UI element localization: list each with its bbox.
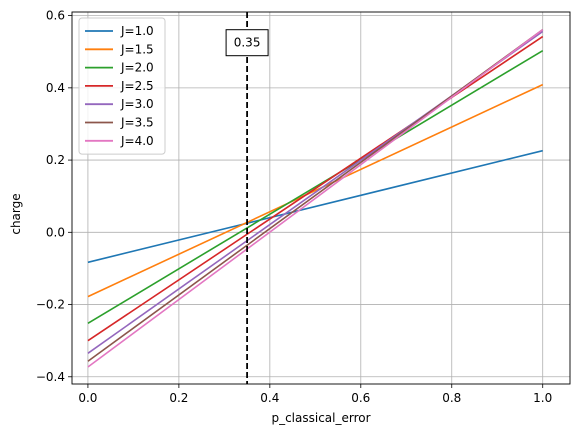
series-line-3	[87, 49, 544, 325]
x-tick-label: 0.2	[169, 391, 188, 405]
y-tick-label: 0.4	[46, 81, 65, 95]
legend-label: J=1.0	[120, 24, 154, 38]
y-axis-ticks: −0.4 −0.2 0.0 0.2 0.4 0.6	[36, 9, 72, 384]
x-axis-label: p_classical_error	[271, 411, 370, 425]
legend-label: J=1.5	[120, 42, 154, 56]
x-tick-label: 0.6	[351, 391, 370, 405]
plot-frame	[71, 11, 571, 385]
x-tick-label: 0.0	[78, 391, 97, 405]
legend-label: J=2.5	[120, 79, 154, 93]
x-tick-label: 0.8	[442, 391, 461, 405]
x-tick-label: 1.0	[533, 391, 552, 405]
y-tick-label: −0.4	[36, 370, 65, 384]
legend-label: J=2.0	[120, 61, 154, 75]
x-tick-label: 0.4	[260, 391, 279, 405]
series-line-7	[87, 29, 544, 368]
legend-label: J=3.5	[120, 116, 154, 130]
series-line-4	[87, 35, 544, 342]
legend: J=1.0 J=1.5 J=2.0 J=2.5 J=3.0 J=3.5 J=4.0	[78, 17, 166, 155]
series-line-2	[87, 83, 544, 298]
series-line-1	[87, 149, 543, 264]
y-tick-label: 0.6	[46, 9, 65, 23]
annotation-frame	[225, 29, 269, 57]
y-tick-label: 0.0	[46, 225, 65, 239]
legend-label: J=4.0	[120, 134, 154, 148]
annotation-box: 0.35	[225, 29, 269, 57]
annotation-label: 0.35	[234, 36, 261, 50]
x-axis-ticks: 0.0 0.2 0.4 0.6 0.8 1.0	[78, 384, 552, 405]
legend-frame	[78, 17, 166, 155]
legend-label: J=3.0	[120, 97, 154, 111]
y-tick-label: 0.2	[46, 153, 65, 167]
y-axis-label: charge	[9, 193, 23, 234]
y-tick-label: −0.2	[36, 298, 65, 312]
series-lines	[87, 29, 544, 368]
